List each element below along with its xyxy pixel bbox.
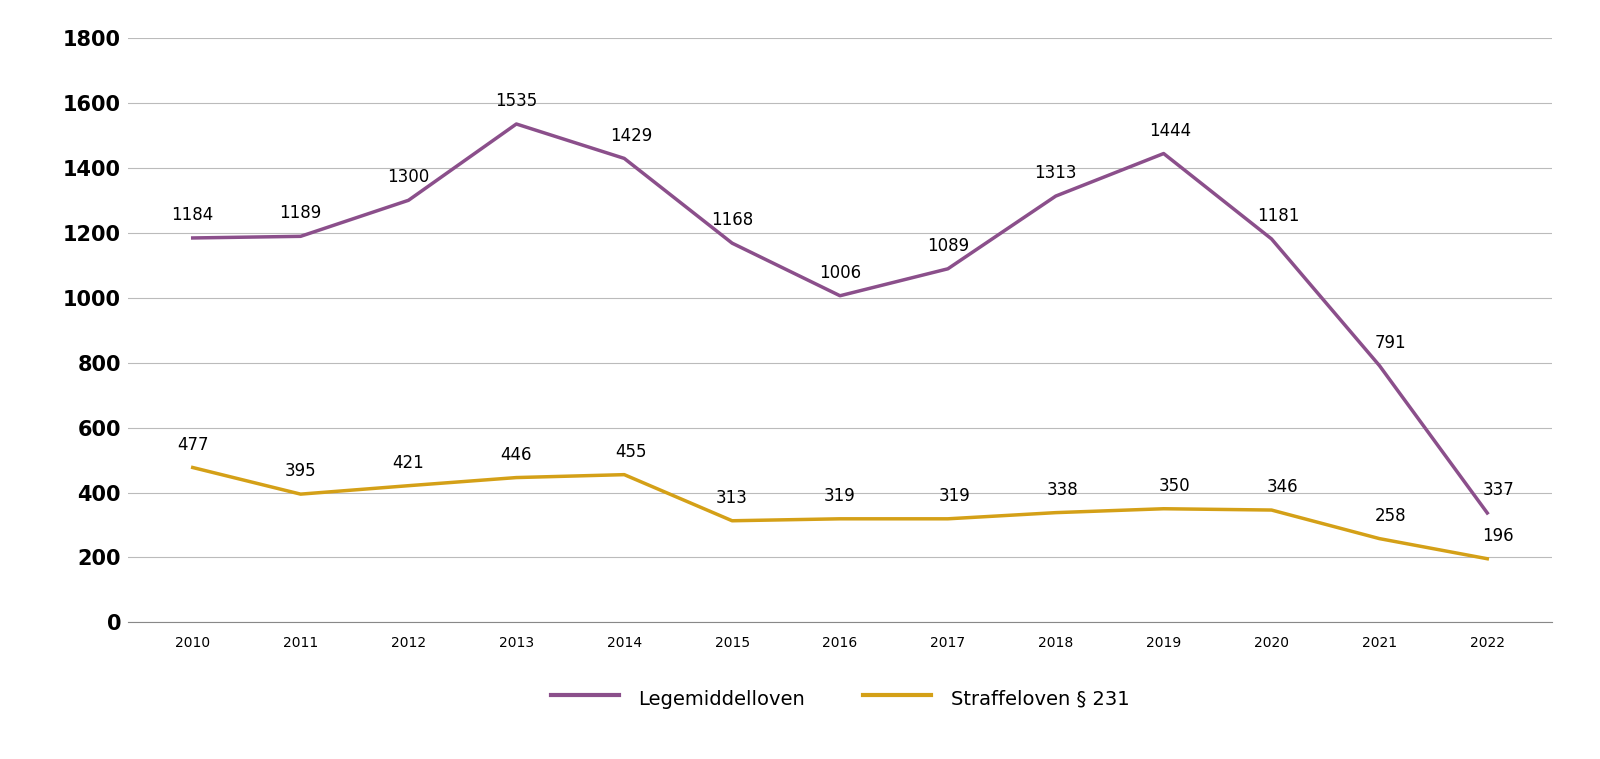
Text: 196: 196 [1483,527,1514,545]
Text: 477: 477 [178,436,208,454]
Legend: Legemiddelloven, Straffeloven § 231: Legemiddelloven, Straffeloven § 231 [542,679,1138,718]
Text: 1444: 1444 [1149,121,1192,140]
Text: 258: 258 [1374,507,1406,524]
Text: 1189: 1189 [280,204,322,222]
Text: 1184: 1184 [171,206,214,224]
Text: 337: 337 [1483,481,1514,499]
Text: 395: 395 [285,462,317,480]
Text: 1535: 1535 [496,92,538,110]
Text: 421: 421 [392,454,424,472]
Text: 1429: 1429 [610,127,653,144]
Text: 1313: 1313 [1035,164,1077,182]
Text: 338: 338 [1046,480,1078,499]
Text: 319: 319 [939,487,971,505]
Text: 1300: 1300 [387,168,430,187]
Text: 313: 313 [717,489,749,507]
Text: 1168: 1168 [710,211,754,229]
Text: 1089: 1089 [926,237,970,255]
Text: 346: 346 [1267,478,1299,496]
Text: 1006: 1006 [819,264,861,282]
Text: 446: 446 [501,446,533,464]
Text: 319: 319 [824,487,856,505]
Text: 1181: 1181 [1258,207,1299,225]
Text: 350: 350 [1158,477,1190,495]
Text: 455: 455 [616,442,646,461]
Text: 791: 791 [1374,334,1406,351]
